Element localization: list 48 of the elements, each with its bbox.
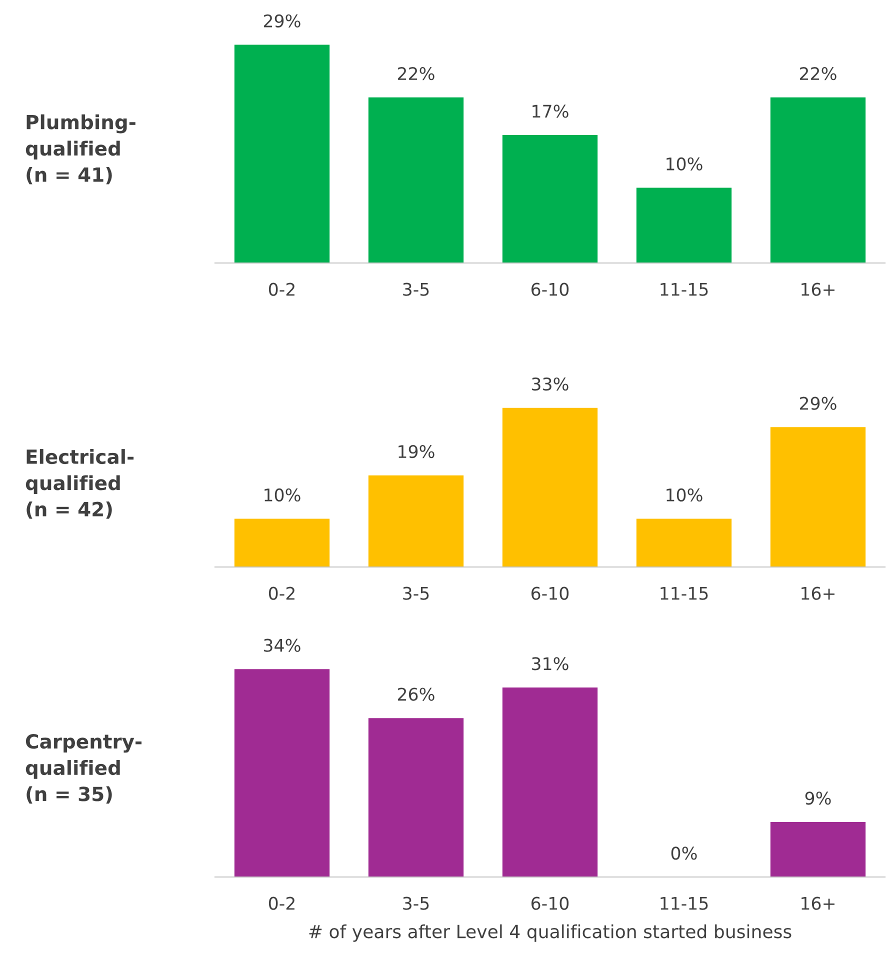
data-label: 19% <box>398 444 434 458</box>
x-tick-label: 11-15 <box>660 586 708 600</box>
data-label: 17% <box>532 104 568 118</box>
bar <box>368 97 464 263</box>
text: Plumbing- qualified (n = 41) <box>26 114 136 184</box>
data-label: 10% <box>264 488 300 502</box>
data-label: 31% <box>532 657 568 670</box>
x-tick-label: 0-2 <box>268 896 294 910</box>
x-tick-label: 11-15 <box>660 896 708 910</box>
x-tick-label: 6-10 <box>532 896 569 910</box>
x-tick-label: 0-2 <box>268 586 294 600</box>
x-tick-label: 0-2 <box>268 282 294 296</box>
text: Electrical- qualified (n = 42) <box>26 449 134 519</box>
bar <box>636 518 732 567</box>
x-axis-title: # of years after Level 4 qualification started business <box>309 924 792 942</box>
data-label: 34% <box>264 638 300 652</box>
x-tick-label: 3-5 <box>403 586 429 600</box>
bar <box>636 188 732 263</box>
bar <box>368 475 464 567</box>
data-label: 22% <box>398 67 434 80</box>
data-label: 10% <box>666 157 702 170</box>
x-tick-label: 6-10 <box>532 586 569 600</box>
x-tick-label: 3-5 <box>403 896 429 910</box>
data-label: 26% <box>398 688 434 701</box>
bar <box>770 822 866 877</box>
bar <box>502 408 598 567</box>
data-label: 10% <box>666 488 702 502</box>
x-tick-label: 16+ <box>802 896 834 910</box>
bar <box>234 518 330 567</box>
bar <box>770 427 866 567</box>
data-label: 0% <box>671 846 697 860</box>
data-label: 33% <box>532 377 568 391</box>
x-tick-label: 3-5 <box>403 282 429 296</box>
x-tick-label: 11-15 <box>660 282 708 296</box>
bar <box>502 688 598 877</box>
x-tick-label: 16+ <box>802 282 834 296</box>
bar <box>368 718 464 877</box>
x-tick-label: 6-10 <box>532 282 569 296</box>
data-label: 29% <box>264 14 300 28</box>
bar <box>234 669 330 877</box>
bar <box>234 44 330 263</box>
data-label: 9% <box>805 792 831 805</box>
text: Carpentry- qualified (n = 35) <box>26 734 142 804</box>
data-label: 22% <box>800 67 836 80</box>
bar <box>770 97 866 263</box>
data-label: 29% <box>800 396 836 410</box>
x-tick-label: 16+ <box>802 586 834 600</box>
bar <box>502 135 598 263</box>
